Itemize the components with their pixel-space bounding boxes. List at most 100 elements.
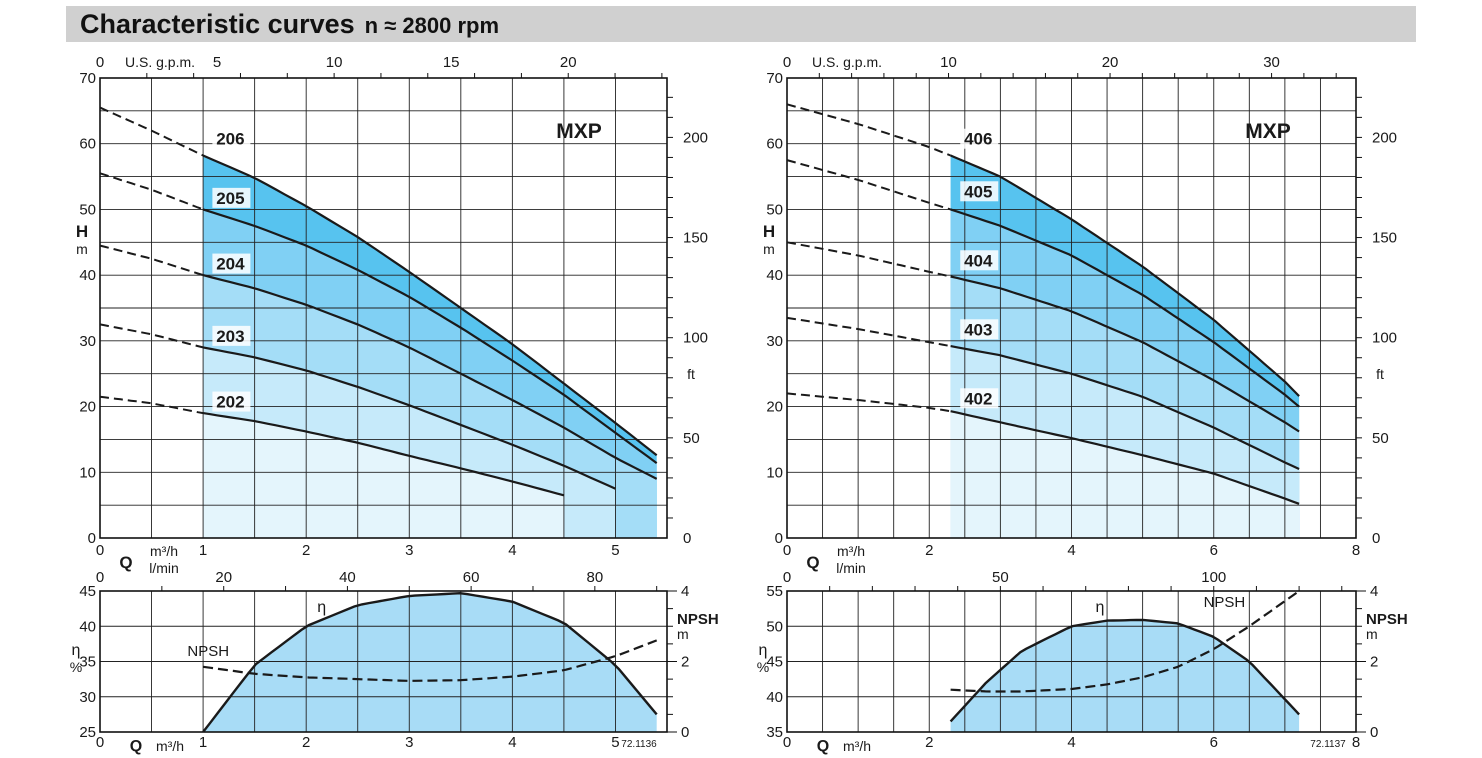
curve-203-extrapolated (99, 323, 204, 349)
npsh-tick-label-2: 2 (1370, 654, 1378, 671)
title-rpm: n ≈ 2800 rpm (364, 13, 500, 38)
curve-405-extrapolated (786, 159, 951, 211)
label-bg-406 (960, 128, 999, 149)
eff-y-tick-40: 40 (766, 689, 783, 706)
eff-y-tick-45: 45 (766, 654, 783, 671)
curve-406-extrapolated (786, 103, 951, 157)
curve-404-extrapolated (786, 241, 951, 278)
y-tick-0: 0 (88, 530, 96, 547)
curve-label-206: 206 (216, 130, 244, 149)
label-bg-403 (960, 319, 999, 340)
gpm-unit: U.S. g.p.m. (125, 54, 195, 70)
label-bg-206 (212, 128, 251, 149)
curve-402 (950, 410, 1300, 505)
gpm-tick-label-30: 30 (1263, 54, 1280, 71)
lmin-tick-label-100: 100 (1201, 569, 1226, 586)
curve-label-204: 204 (216, 255, 245, 274)
ft-tick-label-100: 100 (1372, 330, 1397, 347)
ft-unit: ft (1376, 366, 1384, 382)
q-unit-lmin: l/min (149, 560, 179, 576)
npsh-tick-label-0: 0 (681, 724, 689, 741)
q-unit-lmin: l/min (836, 560, 866, 576)
lmin-tick-label-0: 0 (96, 569, 104, 586)
curve-404 (950, 275, 1300, 433)
figure-code: 72.1136 (621, 739, 657, 750)
page-title: Characteristic curves n ≈ 2800 rpm (80, 9, 499, 40)
y-axis-unit: m (763, 241, 775, 257)
eff-x-tick-4: 4 (1067, 734, 1075, 751)
curve-406 (950, 154, 1300, 397)
y-axis-unit: m (76, 241, 88, 257)
y-tick-70: 70 (79, 70, 96, 87)
curve-202 (202, 412, 565, 497)
ft-tick-label-200: 200 (683, 129, 708, 146)
y-tick-20: 20 (766, 399, 783, 416)
q-unit-m3h: m³/h (150, 543, 178, 559)
gpm-tick-label-0: 0 (783, 54, 791, 71)
curve-203 (202, 346, 616, 490)
x-tick-1: 1 (199, 542, 207, 559)
npsh-curve-label: NPSH (187, 643, 229, 660)
y-tick-10: 10 (79, 464, 96, 481)
eff-q-label: Q (130, 738, 142, 755)
x-tick-0: 0 (96, 542, 104, 559)
q-label: Q (806, 553, 819, 572)
eff-y-tick-25: 25 (79, 724, 96, 741)
eff-x-tick-6: 6 (1210, 734, 1218, 751)
title-main: Characteristic curves (80, 9, 355, 39)
ft-tick-label-200: 200 (1372, 129, 1397, 146)
left-head-frame (99, 77, 668, 539)
eff-y-tick-40: 40 (79, 618, 96, 635)
gpm-tick-label-0: 0 (96, 54, 104, 71)
npsh-tick-label-0: 0 (1370, 724, 1378, 741)
npsh-tick-label-4: 4 (681, 583, 689, 600)
ft-unit: ft (687, 366, 695, 382)
curve-205 (202, 208, 658, 464)
y-tick-70: 70 (766, 70, 783, 87)
npsh-axis-label: NPSH (1366, 611, 1408, 628)
q-label: Q (119, 553, 132, 572)
eff-x-tick-2: 2 (302, 734, 310, 751)
eff-y-label: η (72, 642, 81, 659)
mxp-badge: MXP (556, 120, 602, 143)
curve-405 (950, 208, 1300, 408)
x-tick-8: 8 (1352, 542, 1360, 559)
eff-q-unit: m³/h (843, 738, 871, 754)
band-402 (950, 411, 1300, 538)
y-tick-30: 30 (79, 333, 96, 350)
eff-y-tick-50: 50 (766, 618, 783, 635)
gpm-tick-label-10: 10 (326, 54, 343, 71)
x-tick-2: 2 (302, 542, 310, 559)
curve-204-extrapolated (99, 244, 204, 277)
curve-402-extrapolated (786, 392, 951, 413)
x-tick-4: 4 (1067, 542, 1075, 559)
npsh-axis-label: NPSH (677, 611, 719, 628)
ft-tick-label-50: 50 (1372, 430, 1389, 447)
gpm-tick-label-15: 15 (443, 54, 460, 71)
curve-label-406: 406 (964, 130, 992, 149)
label-bg-404 (960, 250, 999, 271)
lmin-tick-label-40: 40 (339, 569, 356, 586)
curve-label-405: 405 (964, 182, 992, 201)
eff-y-label: η (759, 642, 768, 659)
curve-label-202: 202 (216, 393, 244, 412)
lmin-tick-label-20: 20 (215, 569, 232, 586)
ft-tick-label-0: 0 (683, 530, 691, 547)
y-tick-40: 40 (79, 267, 96, 284)
efficiency-area (203, 593, 657, 732)
q-unit-m3h: m³/h (837, 543, 865, 559)
label-bg-402 (960, 388, 999, 409)
gpm-tick-label-5: 5 (213, 54, 221, 71)
eff-y-unit: % (70, 659, 82, 675)
eff-q-unit: m³/h (156, 738, 184, 754)
lmin-tick-label-50: 50 (992, 569, 1009, 586)
curve-403-extrapolated (786, 316, 951, 348)
curve-label-404: 404 (964, 251, 993, 270)
curve-206-extrapolated (99, 106, 204, 157)
label-bg-405 (960, 181, 999, 202)
figure-code: 72.1137 (1310, 739, 1346, 750)
ft-tick-label-50: 50 (683, 430, 700, 447)
lmin-tick-label-0: 0 (783, 569, 791, 586)
eff-y-tick-35: 35 (766, 724, 783, 741)
lmin-tick-label-60: 60 (463, 569, 480, 586)
